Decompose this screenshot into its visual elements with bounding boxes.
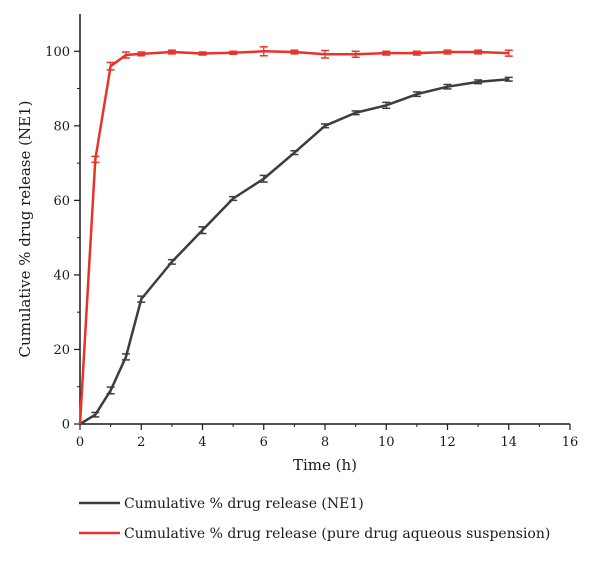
x-tick-label: 2 — [137, 435, 145, 450]
error-bar — [106, 61, 115, 71]
error-bar — [321, 123, 329, 129]
error-bar — [198, 226, 207, 235]
x-tick-label: 6 — [260, 435, 268, 450]
x-tick-label: 10 — [378, 435, 395, 450]
error-bar — [474, 79, 483, 85]
error-bar — [351, 50, 360, 58]
error-bar — [167, 49, 176, 55]
error-bar — [229, 195, 238, 202]
x-axis-title: Time (h) — [293, 456, 357, 474]
error-bar — [474, 49, 483, 55]
error-bar — [443, 83, 452, 90]
error-bar — [198, 51, 207, 56]
error-bar — [382, 50, 391, 56]
legend-label-pure-drug: Cumulative % drug release (pure drug aqu… — [124, 526, 550, 542]
error-bar — [167, 258, 176, 265]
y-tick-label: 0 — [62, 418, 70, 433]
error-bar — [504, 76, 513, 82]
error-bar — [351, 110, 360, 116]
error-bar — [290, 49, 299, 55]
series-0 — [79, 76, 513, 426]
y-tick-label: 100 — [45, 45, 70, 60]
series-layer — [78, 46, 513, 426]
legend: Cumulative % drug release (NE1) Cumulati… — [79, 496, 550, 542]
error-bar — [91, 411, 100, 418]
error-bar — [259, 46, 268, 57]
error-bar — [229, 50, 238, 56]
error-bar — [106, 386, 115, 395]
error-bar — [382, 101, 391, 110]
y-tick-label: 40 — [53, 268, 70, 283]
error-bar — [137, 51, 146, 57]
axes: 0 2 4 6 8 10 12 14 16 0 20 40 60 80 100 — [45, 14, 578, 450]
error-bar — [412, 91, 421, 98]
x-tick-label: 16 — [562, 435, 579, 450]
y-axis-title: Cumulative % drug release (NE1) — [16, 101, 34, 358]
y-tick-label: 20 — [53, 343, 70, 358]
error-bar — [91, 155, 100, 164]
error-bar — [443, 49, 452, 55]
x-tick-label: 8 — [321, 435, 329, 450]
error-bar — [412, 50, 421, 56]
error-bar — [504, 49, 513, 57]
error-bar — [290, 150, 299, 156]
error-bar — [137, 295, 146, 303]
series-line-1 — [78, 50, 509, 425]
y-tick-label: 60 — [53, 194, 70, 209]
error-bar — [259, 174, 268, 183]
error-bar — [321, 49, 329, 59]
error-bar — [121, 51, 130, 59]
legend-label-ne1: Cumulative % drug release (NE1) — [124, 496, 364, 512]
x-tick-label: 14 — [500, 435, 517, 450]
series-line-0 — [79, 77, 509, 426]
error-bar — [121, 353, 130, 361]
series-1 — [78, 46, 513, 425]
x-tick-label: 12 — [439, 435, 456, 450]
y-tick-label: 80 — [53, 119, 70, 134]
x-tick-label: 0 — [76, 435, 84, 450]
x-tick-label: 4 — [198, 435, 206, 450]
